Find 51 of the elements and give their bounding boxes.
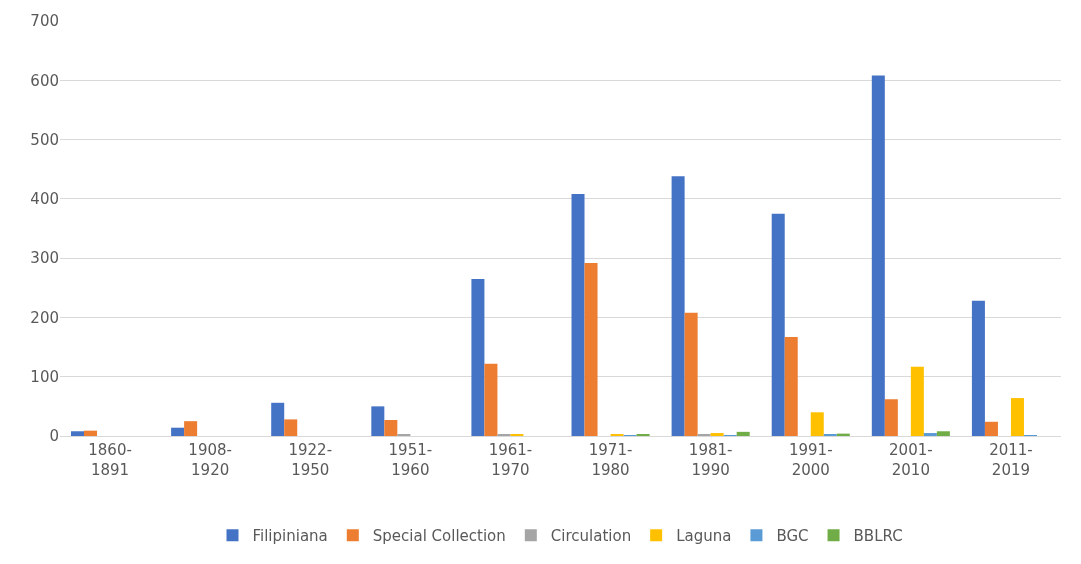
bar	[184, 421, 198, 436]
bar	[384, 419, 398, 436]
bar	[584, 262, 598, 436]
bar	[784, 336, 798, 436]
bar	[171, 427, 185, 436]
bar	[71, 431, 85, 436]
bar	[84, 430, 98, 436]
x-tick-label: 1961-1970	[488, 441, 533, 479]
x-tick-label: 1981-1990	[688, 441, 733, 479]
legend-label: BBLRC	[853, 527, 903, 546]
bar	[736, 431, 750, 436]
legend-label: Circulation	[550, 527, 632, 546]
x-tick-label: 1991-2000	[788, 441, 833, 479]
y-tick-label: 0	[49, 427, 59, 446]
x-tick-label: 2001-2010	[889, 441, 933, 479]
x-tick-label: 1922-1950	[288, 441, 333, 479]
bar	[1010, 398, 1024, 436]
y-tick-label: 100	[30, 367, 59, 386]
bar	[271, 402, 285, 436]
y-tick-label: 600	[30, 71, 59, 90]
legend-label: Special Collection	[372, 527, 506, 546]
y-tick-label: 400	[30, 190, 59, 209]
y-tick-label: 500	[30, 130, 59, 149]
x-tick-label: 2011-2019	[989, 441, 1033, 479]
bar	[971, 300, 985, 436]
legend-label: Filipiniana	[252, 527, 328, 546]
bar	[710, 433, 724, 436]
y-tick-label: 700	[30, 12, 59, 31]
bar	[284, 419, 298, 436]
bar	[771, 213, 785, 436]
bar	[923, 433, 937, 436]
bar	[984, 421, 998, 436]
bar	[484, 363, 498, 436]
bar	[810, 412, 824, 436]
x-tick-label: 1951-1960	[388, 441, 433, 479]
y-tick-label: 200	[30, 308, 59, 327]
legend-label: BGC	[776, 527, 809, 546]
legend-label: Laguna	[676, 527, 732, 546]
bar	[671, 176, 685, 436]
bar	[571, 194, 585, 436]
x-tick-label: 1908-1920	[188, 441, 232, 479]
x-tick-label: 1860-1891	[88, 441, 132, 479]
bar	[471, 278, 485, 436]
bar	[684, 312, 698, 436]
bar	[871, 75, 885, 436]
bar	[936, 431, 950, 436]
bar	[884, 399, 898, 436]
y-tick-label: 300	[30, 249, 59, 268]
bar	[371, 406, 385, 436]
bar	[910, 366, 924, 436]
x-tick-label: 1971-1980	[588, 441, 633, 479]
